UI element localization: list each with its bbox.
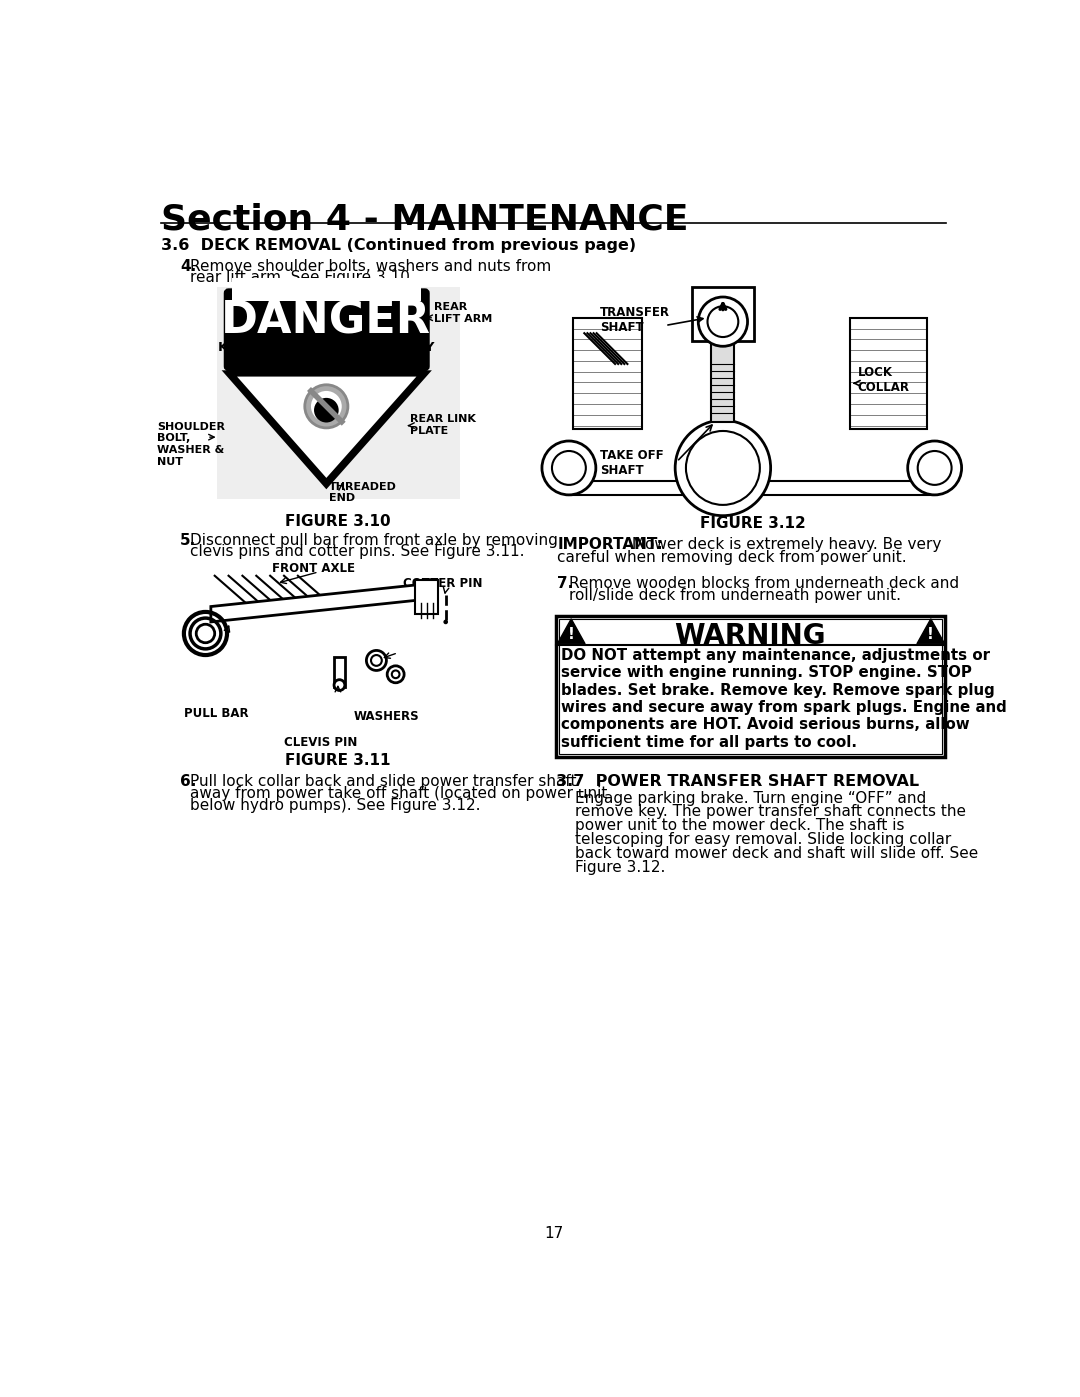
Text: KEEP HANDS and FEET AWAY: KEEP HANDS and FEET AWAY <box>218 341 434 353</box>
Circle shape <box>707 306 739 337</box>
Bar <box>692 286 754 341</box>
Circle shape <box>311 391 341 422</box>
Text: IMPORTANT:: IMPORTANT: <box>557 538 663 552</box>
Text: COTTER PIN: COTTER PIN <box>403 577 483 591</box>
Text: Remove wooden blocks from underneath deck and: Remove wooden blocks from underneath dec… <box>569 576 959 591</box>
Circle shape <box>314 398 339 422</box>
Text: roll/slide deck from underneath power unit.: roll/slide deck from underneath power un… <box>569 588 901 604</box>
Circle shape <box>552 451 585 485</box>
Text: WARNING: WARNING <box>674 622 825 650</box>
Text: DANGER: DANGER <box>221 299 431 342</box>
Bar <box>415 580 438 615</box>
Text: sufficient time for all parts to cool.: sufficient time for all parts to cool. <box>562 735 858 750</box>
Bar <box>572 481 933 495</box>
Text: blades. Set brake. Remove key. Remove spark plug: blades. Set brake. Remove key. Remove sp… <box>562 683 995 697</box>
Text: REAR
LIFT ARM: REAR LIFT ARM <box>434 302 492 324</box>
Text: LOCK
COLLAR: LOCK COLLAR <box>858 366 909 394</box>
Circle shape <box>387 666 404 683</box>
Text: TAKE OFF
SHAFT: TAKE OFF SHAFT <box>599 448 663 476</box>
Text: FIGURE 3.10: FIGURE 3.10 <box>285 514 391 529</box>
Circle shape <box>392 671 400 678</box>
Text: THREADED
END: THREADED END <box>328 482 396 503</box>
Bar <box>556 616 945 757</box>
Circle shape <box>542 441 596 495</box>
Circle shape <box>907 441 961 495</box>
Bar <box>850 317 927 429</box>
Text: rear lift arm. See Figure 3.10.: rear lift arm. See Figure 3.10. <box>190 270 415 285</box>
Text: careful when removing deck from power unit.: careful when removing deck from power un… <box>557 549 907 564</box>
Text: FIGURE 3.11: FIGURE 3.11 <box>285 753 391 768</box>
Polygon shape <box>557 619 585 644</box>
Circle shape <box>366 651 387 671</box>
Circle shape <box>334 680 345 690</box>
Circle shape <box>305 384 348 427</box>
Text: WASHERS: WASHERS <box>353 711 419 724</box>
Circle shape <box>918 451 951 485</box>
Text: SHOULDER
BOLT,
WASHER &
NUT: SHOULDER BOLT, WASHER & NUT <box>157 422 225 467</box>
Text: Engage parking brake. Turn engine “OFF” and: Engage parking brake. Turn engine “OFF” … <box>575 791 927 806</box>
Text: back toward mower deck and shaft will slide off. See: back toward mower deck and shaft will sl… <box>575 847 978 861</box>
Text: below hydro pumps). See Figure 3.12.: below hydro pumps). See Figure 3.12. <box>190 798 481 813</box>
Text: wires and secure away from spark plugs. Engine and: wires and secure away from spark plugs. … <box>562 700 1007 715</box>
Text: !: ! <box>568 627 575 641</box>
Circle shape <box>699 298 747 346</box>
Text: Section 4 - MAINTENANCE: Section 4 - MAINTENANCE <box>161 203 688 236</box>
Text: 6.: 6. <box>180 774 197 789</box>
Text: Remove shoulder bolts, washers and nuts from: Remove shoulder bolts, washers and nuts … <box>190 258 551 274</box>
Circle shape <box>675 420 771 515</box>
Text: REAR LINK
PLATE: REAR LINK PLATE <box>409 414 475 436</box>
Text: 3.6  DECK REMOVAL (Continued from previous page): 3.6 DECK REMOVAL (Continued from previou… <box>161 239 636 253</box>
Text: FRONT AXLE: FRONT AXLE <box>272 562 355 576</box>
Text: DO NOT attempt any maintenance, adjustments or: DO NOT attempt any maintenance, adjustme… <box>562 648 990 664</box>
Bar <box>232 278 421 300</box>
Text: TRANSFER
SHAFT: TRANSFER SHAFT <box>599 306 670 334</box>
Bar <box>334 657 345 687</box>
Text: away from power take off shaft (located on power unit: away from power take off shaft (located … <box>190 787 607 800</box>
Polygon shape <box>917 619 945 644</box>
Circle shape <box>444 620 448 624</box>
Text: 3.7  POWER TRANSFER SHAFT REMOVAL: 3.7 POWER TRANSFER SHAFT REMOVAL <box>556 774 919 789</box>
Bar <box>572 317 642 429</box>
Bar <box>558 619 942 753</box>
Polygon shape <box>225 372 429 488</box>
Text: Figure 3.12.: Figure 3.12. <box>575 861 665 875</box>
Polygon shape <box>211 584 430 622</box>
Text: 7.: 7. <box>557 576 573 591</box>
Text: 4.: 4. <box>180 258 197 274</box>
Circle shape <box>372 655 382 666</box>
Polygon shape <box>234 376 419 479</box>
Text: components are HOT. Avoid serious burns, allow: components are HOT. Avoid serious burns,… <box>562 718 970 732</box>
Bar <box>217 286 460 499</box>
Text: Disconnect pull bar from front axle by removing: Disconnect pull bar from front axle by r… <box>190 532 558 548</box>
Circle shape <box>686 432 760 504</box>
FancyBboxPatch shape <box>226 291 428 369</box>
Text: clevis pins and cotter pins. See Figure 3.11.: clevis pins and cotter pins. See Figure … <box>190 545 525 559</box>
Text: telescoping for easy removal. Slide locking collar: telescoping for easy removal. Slide lock… <box>575 833 951 847</box>
Text: remove key. The power transfer shaft connects the: remove key. The power transfer shaft con… <box>575 805 966 820</box>
Text: !: ! <box>928 627 934 641</box>
Text: Pull lock collar back and slide power transfer shaft: Pull lock collar back and slide power tr… <box>190 774 577 789</box>
Text: service with engine running. STOP engine. STOP: service with engine running. STOP engine… <box>562 665 972 680</box>
FancyBboxPatch shape <box>231 295 422 365</box>
Text: power unit to the mower deck. The shaft is: power unit to the mower deck. The shaft … <box>575 819 905 833</box>
Text: 5.: 5. <box>180 532 197 548</box>
Text: Mower deck is extremely heavy. Be very: Mower deck is extremely heavy. Be very <box>626 538 941 552</box>
Text: 17: 17 <box>544 1227 563 1242</box>
Text: FIGURE 3.12: FIGURE 3.12 <box>700 517 806 531</box>
Text: PULL BAR: PULL BAR <box>184 707 248 719</box>
Text: CLEVIS PIN: CLEVIS PIN <box>284 736 357 749</box>
Bar <box>712 330 734 422</box>
